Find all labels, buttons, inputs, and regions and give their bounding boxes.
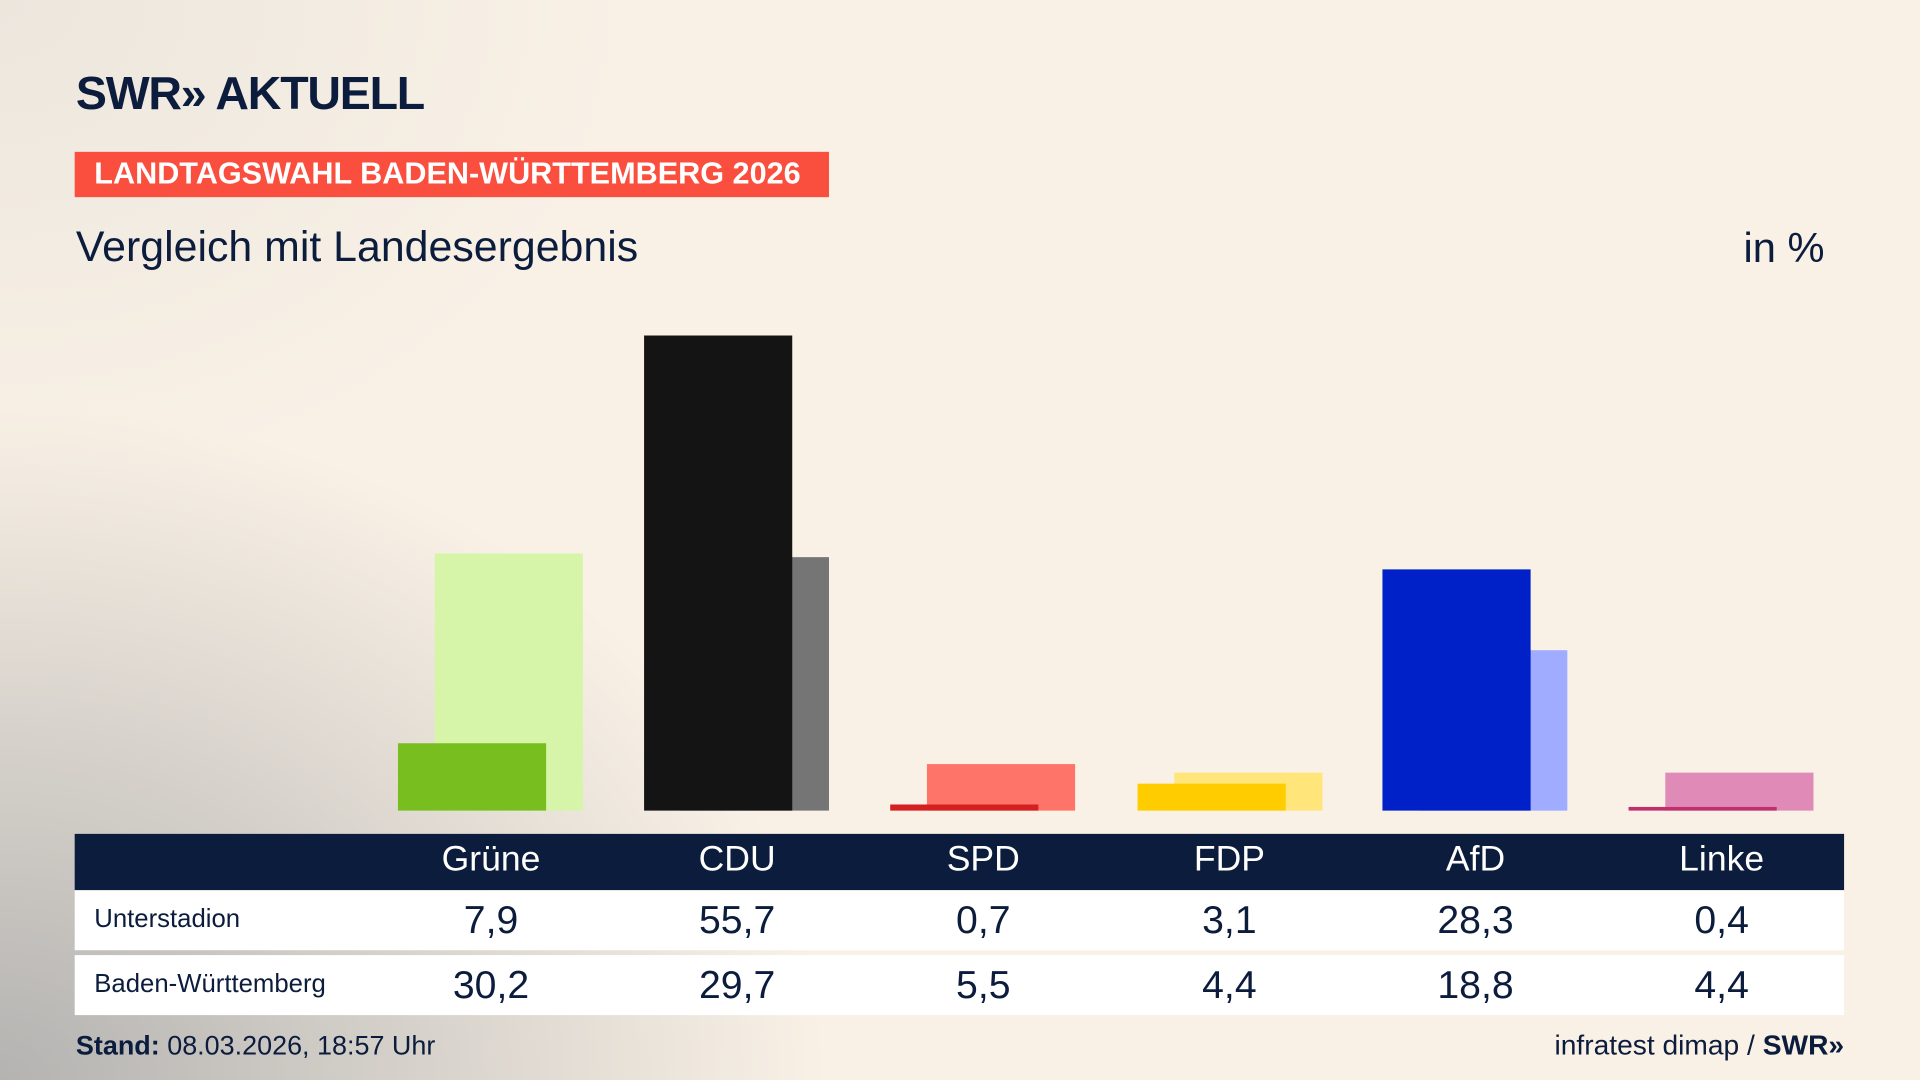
value-cell: 55,7 bbox=[699, 897, 776, 942]
bar-grüne-unterstadion bbox=[397, 743, 547, 811]
table-row-bw: Baden-Württemberg 30,2 29,7 5,5 4,4 18,8 4,4 bbox=[74, 955, 1845, 1016]
row-label: Baden-Württemberg bbox=[94, 969, 326, 998]
timestamp: Stand: 08.03.2026, 18:57 Uhr bbox=[76, 1030, 435, 1062]
value-cell: 4,4 bbox=[1694, 962, 1749, 1007]
bar-linke-unterstadion bbox=[1628, 806, 1777, 811]
column-header: SPD bbox=[946, 840, 1020, 880]
value-cell: 28,3 bbox=[1437, 897, 1514, 942]
value-cell: 4,4 bbox=[1202, 962, 1257, 1007]
value-cell: 0,4 bbox=[1694, 897, 1749, 942]
column-header: FDP bbox=[1193, 840, 1265, 880]
source-credit: infratest dimap / SWR» bbox=[1555, 1029, 1845, 1062]
value-cell: 29,7 bbox=[699, 962, 776, 1007]
unit-label: in % bbox=[1743, 225, 1825, 272]
value-cell: 3,1 bbox=[1202, 897, 1257, 942]
column-header: AfD bbox=[1445, 840, 1506, 880]
bar-cdu-unterstadion bbox=[644, 335, 793, 811]
bar-spd-bw bbox=[926, 763, 1076, 811]
bar-linke-bw bbox=[1665, 773, 1814, 811]
value-cell: 7,9 bbox=[463, 897, 519, 942]
table-header: Grüne CDU SPD FDP AfD Linke bbox=[74, 833, 1845, 891]
column-header: Linke bbox=[1679, 840, 1765, 880]
source-text: infratest dimap / bbox=[1554, 1028, 1763, 1061]
table-row-unterstadion: Unterstadion 7,9 55,7 0,7 3,1 28,3 0,4 bbox=[74, 890, 1845, 951]
bar-spd-unterstadion bbox=[890, 804, 1039, 811]
swr-logo: SWR» bbox=[1762, 1028, 1845, 1061]
stand-value: 08.03.2026, 18:57 Uhr bbox=[159, 1029, 436, 1061]
value-cell: 30,2 bbox=[452, 962, 530, 1007]
value-cell: 5,5 bbox=[956, 962, 1011, 1007]
value-cell: 0,7 bbox=[956, 897, 1011, 942]
value-cell: 18,8 bbox=[1437, 962, 1514, 1007]
bar-fdp-unterstadion bbox=[1137, 784, 1286, 811]
column-header: Grüne bbox=[441, 840, 541, 880]
row-label: Unterstadion bbox=[94, 904, 241, 934]
column-header: CDU bbox=[698, 840, 776, 880]
bar-afd-unterstadion bbox=[1382, 569, 1531, 811]
swr-aktuell-logo: SWR» AKTUELL bbox=[75, 68, 425, 121]
election-banner: LANDTAGSWAHL BADEN-WÜRTTEMBERG 2026 bbox=[74, 151, 829, 198]
stand-label: Stand: bbox=[75, 1029, 160, 1061]
chart-subtitle: Vergleich mit Landesergebnis bbox=[75, 222, 639, 271]
